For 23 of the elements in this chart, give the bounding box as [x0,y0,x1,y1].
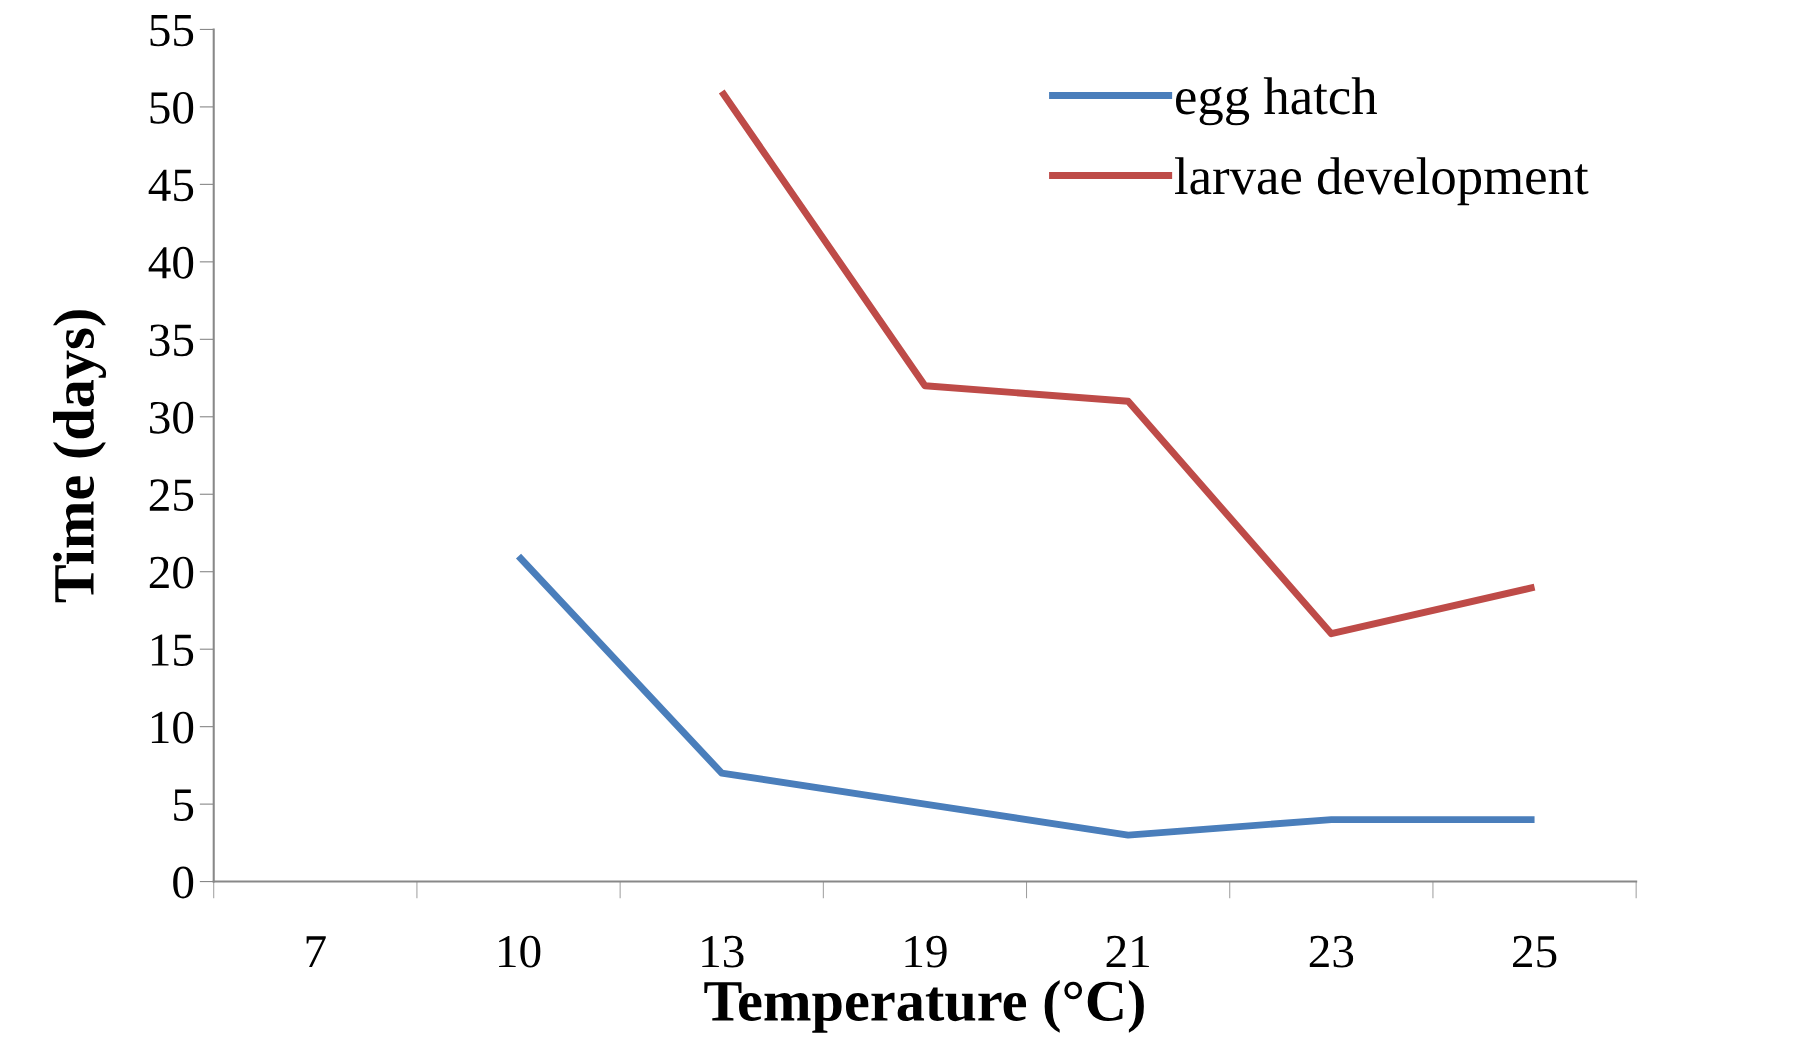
y-tick-label: 25 [149,479,194,512]
y-tick-label: 30 [150,401,194,434]
x-tick-label: 10 [499,935,541,968]
x-tick-label: 13 [702,935,744,968]
legend-label: larvae development [1175,157,1589,206]
y-tick-label: 0 [173,866,194,899]
x-tick-label: 7 [306,936,326,968]
y-tick-label: 10 [151,711,194,744]
y-tick-label: 20 [149,556,194,589]
y-tick-label: 15 [151,634,194,667]
x-axis-title: Temperature (°C) [704,979,1144,1033]
y-tick-label: 35 [150,324,194,357]
x-tick-label: 21 [1106,935,1149,968]
y-tick-label: 45 [148,169,194,202]
y-tick-label: 5 [174,789,194,821]
x-tick-label: 19 [905,935,947,968]
x-tick-label: 25 [1513,935,1557,968]
y-tick-label: 40 [148,246,194,279]
y-axis-title: Time (days) [53,310,107,603]
legend-label: egg hatch [1176,77,1377,126]
x-tick-label: 23 [1309,935,1354,968]
y-tick-label: 55 [150,14,194,47]
y-tick-label: 50 [150,91,194,124]
